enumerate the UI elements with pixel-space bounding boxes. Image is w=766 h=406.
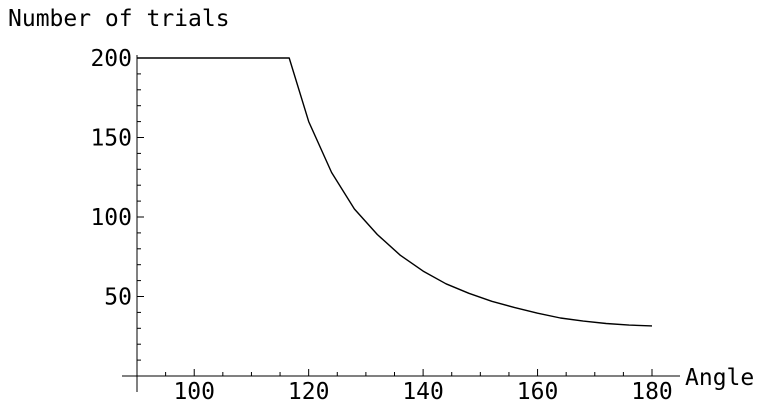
series-line: [137, 57, 653, 327]
y-tick-label: 50: [104, 285, 132, 311]
y-ticks: 50 100 150 200: [90, 46, 144, 361]
y-tick-label: 100: [90, 205, 132, 231]
x-tick-label: 160: [517, 379, 559, 405]
y-tick-label: 150: [90, 126, 132, 152]
x-tick-label: 120: [288, 379, 330, 405]
y-axis-label: Number of trials: [8, 6, 230, 32]
x-tick-label: 180: [631, 379, 673, 405]
x-ticks: 100 120 140 160 180: [136, 369, 673, 405]
x-axis: 100 120 140 160 180 Angle: [122, 365, 754, 405]
x-axis-label: Angle: [685, 365, 754, 391]
y-axis: 50 100 150 200 Number of trials: [8, 6, 230, 392]
x-tick-label: 100: [173, 379, 215, 405]
y-tick-label: 200: [90, 46, 132, 72]
x-tick-label: 140: [402, 379, 444, 405]
plot-area: [137, 57, 653, 327]
